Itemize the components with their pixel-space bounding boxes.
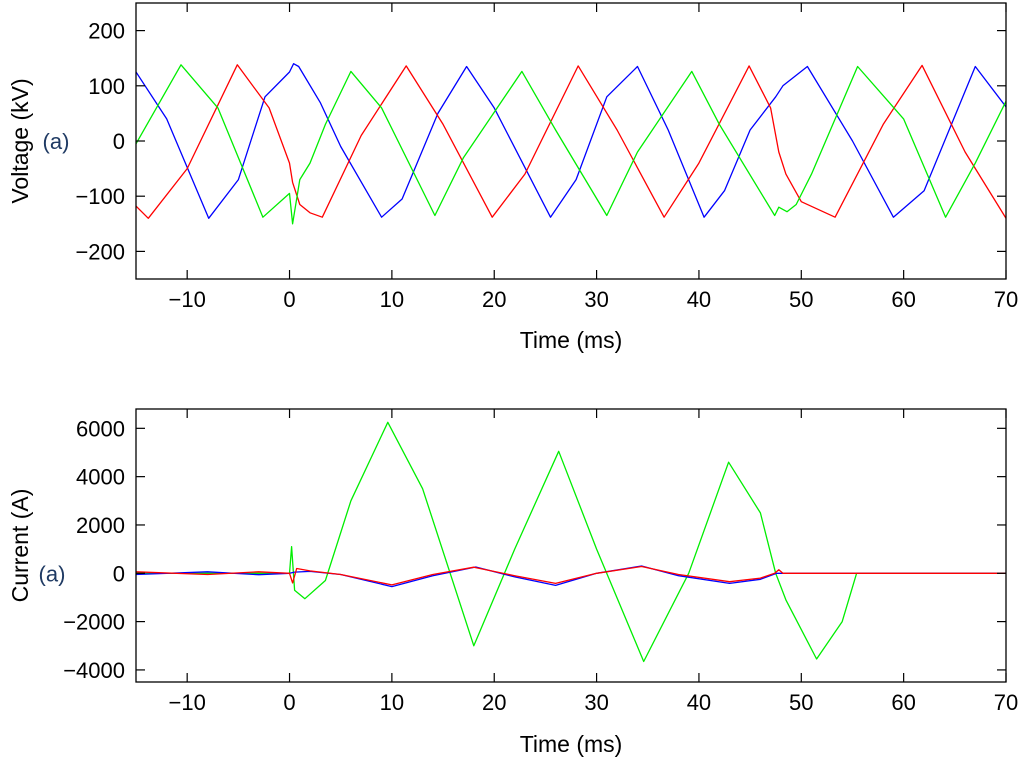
voltage-series-blue-line xyxy=(136,63,1006,219)
current-x-tick-label: 50 xyxy=(789,690,813,715)
voltage-x-tick-label: 70 xyxy=(994,287,1018,312)
current-y-tick-label: 4000 xyxy=(76,465,125,490)
current-x-tick-label: 20 xyxy=(482,690,506,715)
current-y-tick-label: −4000 xyxy=(63,658,125,683)
voltage-x-tick-label: 10 xyxy=(380,287,404,312)
current-x-tick-label: 40 xyxy=(687,690,711,715)
current-x-tick-label: −10 xyxy=(169,690,206,715)
current-y-tick-label: 0 xyxy=(113,561,125,586)
voltage-y-tick-label: 0 xyxy=(113,129,125,154)
current-traces xyxy=(136,421,1006,663)
voltage-y-axis-title: Voltage (kV) xyxy=(7,78,33,203)
voltage-x-tick-label: 0 xyxy=(283,287,295,312)
current-y-axis-title: Current (A) xyxy=(7,489,33,603)
voltage-x-tick-label: 20 xyxy=(482,287,506,312)
voltage-x-tick-label: 60 xyxy=(891,287,915,312)
current-y-tick-label: 6000 xyxy=(76,416,125,441)
current-series-green-line xyxy=(136,421,1006,663)
current-y-tick-label: −2000 xyxy=(63,610,125,635)
current-x-tick-label: 0 xyxy=(283,690,295,715)
voltage-y-tick-label: −200 xyxy=(75,239,125,264)
current-panel: −10 0 10 20 30 40 50 60 70 6000 4000 2000 0 −2000 −400… xyxy=(7,408,1018,757)
voltage-panel-mark: (a) xyxy=(43,129,70,154)
current-x-tick-label: 60 xyxy=(891,690,915,715)
current-x-tick-label: 10 xyxy=(380,690,404,715)
voltage-series-red-line xyxy=(136,64,1006,219)
current-series-red-line xyxy=(136,565,1006,586)
current-panel-mark: (a) xyxy=(39,561,66,586)
current-series-blue-line xyxy=(136,565,1006,588)
voltage-plot-frame xyxy=(135,2,1007,280)
current-y-tick-label: 2000 xyxy=(76,513,125,538)
current-x-tick-label: 30 xyxy=(584,690,608,715)
voltage-x-axis-title: Time (ms) xyxy=(520,327,623,353)
voltage-traces xyxy=(136,63,1006,225)
current-plot-frame xyxy=(135,408,1007,683)
voltage-series-green-line xyxy=(136,64,1006,225)
current-x-tick-label: 70 xyxy=(994,690,1018,715)
voltage-x-tick-label: −10 xyxy=(169,287,206,312)
voltage-y-tick-label: 200 xyxy=(88,19,125,44)
voltage-x-tick-label: 40 xyxy=(687,287,711,312)
voltage-x-tick-label: 30 xyxy=(584,287,608,312)
voltage-panel: −10 0 10 20 30 40 50 60 702001000−100−200(a)Time… xyxy=(7,2,1018,353)
voltage-y-tick-label: 100 xyxy=(88,74,125,99)
voltage-y-tick-label: −100 xyxy=(75,184,125,209)
current-x-axis-title: Time (ms) xyxy=(520,731,623,757)
voltage-x-tick-label: 50 xyxy=(789,287,813,312)
